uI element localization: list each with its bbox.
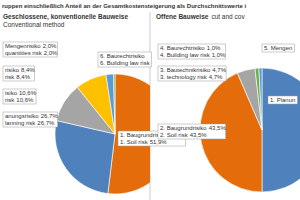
label-text: anungsrisiko26,7%: [5, 113, 58, 119]
label-text-en: 1. Soil risk51,9%: [120, 139, 167, 145]
label-box: [3, 89, 36, 104]
category-label: 1. Planun: [270, 97, 295, 103]
category-label: isiko: [5, 90, 18, 96]
slice-label: 3. Bautechnikrisiko4,7%3. technology ris…: [158, 66, 227, 81]
label-text: 1. Planun: [270, 97, 295, 103]
chart-title: Geschlossene, konventionelle Bauweise: [3, 13, 128, 21]
value-label: 4,7%: [212, 67, 226, 73]
pie-slice: [262, 68, 300, 192]
pie-slice: [77, 75, 115, 134]
chart-title: Offene Bauweise: [156, 13, 209, 20]
value-label: 43,5%: [209, 125, 227, 131]
category-label: 2. Baugrundrisiko: [160, 125, 207, 131]
slice-label: risiko8,4%risk8,4%: [3, 66, 35, 81]
chart-subtitle: cut and cov: [211, 13, 245, 20]
label-text-en: quantities risk2,0%: [5, 50, 58, 56]
figure: ruppen einschließlich Anteil an der Gesa…: [0, 0, 300, 200]
category-label: 3. Bautechnikrisiko: [160, 67, 211, 73]
label-box: [98, 52, 152, 67]
background: [0, 0, 300, 200]
label-text: 2. Baugrundrisiko43,5%: [160, 125, 226, 131]
pie-slice: [113, 74, 115, 134]
pie-slice: [106, 74, 115, 134]
label-text: 3. Bautechnikrisiko4,7%: [160, 67, 227, 73]
label-box: [268, 96, 297, 104]
slice-label: 6. Baurechtrisiko6. Building law risk: [98, 52, 152, 67]
category-label: 5. Mengen: [264, 45, 292, 51]
category-label-en: quantities risk: [5, 50, 43, 56]
pie-slice: [259, 68, 262, 130]
category-label-en: 1. Soil risk: [120, 139, 149, 145]
slice-label: 5. Mengen: [262, 44, 294, 52]
label-box: [158, 66, 226, 81]
value-label: 1,0%: [212, 52, 226, 58]
category-label-en: 3. technology risk: [160, 74, 208, 80]
value-label: 8,4%: [21, 67, 35, 73]
pie-slice: [255, 68, 262, 130]
label-text: risiko8,4%: [5, 67, 35, 73]
category-label-en: risk: [5, 74, 15, 80]
slice-label: anungsrisiko26,7%lanning risk26,7%: [3, 112, 58, 127]
label-box: [3, 112, 58, 127]
value-label: 43,5%: [190, 132, 208, 138]
pie-slice: [237, 68, 262, 130]
label-box: [158, 44, 225, 59]
label-text-en: 3. technology risk4,7%: [160, 74, 223, 80]
chart-subtitle: Conventional method: [3, 21, 65, 28]
label-text: Mengenrisiko2,0%: [5, 43, 57, 49]
label-text-en: 6. Building law risk: [100, 60, 151, 66]
value-label: 1,0%: [207, 45, 221, 51]
value-label: 2,0%: [44, 50, 58, 56]
slice-label: Mengenrisiko2,0%quantities risk2,0%: [3, 42, 58, 57]
slice-label: isiko10,6%risk10,6%: [3, 89, 37, 104]
slice-label: 2. Baugrundrisiko43,5%2. Soil risk43,5%: [158, 124, 226, 139]
chart-header: Offene Bauweisecut and cov: [156, 13, 245, 20]
label-box: [3, 42, 57, 57]
label-box: [3, 66, 35, 81]
label-text-en: lanning risk26,7%: [5, 120, 55, 126]
value-label: 10,6%: [16, 97, 34, 103]
category-label-en: lanning risk: [5, 120, 36, 126]
category-label: anungsrisiko: [5, 113, 39, 119]
label-text: 4. Baurechtrisiko1,0%: [160, 45, 221, 51]
label-box: [262, 44, 294, 52]
label-text: isiko10,6%: [5, 90, 37, 96]
label-text: 5. Mengen: [264, 45, 292, 51]
category-label: risiko: [5, 67, 20, 73]
page-title: ruppen einschließlich Anteil an der Gesa…: [2, 3, 247, 9]
category-label-en: risk: [5, 97, 15, 103]
value-label: 10,6%: [19, 90, 37, 96]
slice-label: 4. Baurechtrisiko1,0%4. Building law ris…: [158, 44, 226, 59]
pie: [200, 68, 300, 192]
label-box: [158, 124, 226, 139]
value-label: 4,7%: [209, 74, 223, 80]
category-label-en: 4. Building law risk: [160, 52, 211, 58]
pie: [55, 74, 150, 194]
label-text-en: 4. Building law risk1,0%: [160, 52, 226, 58]
label-text-en: risk8,4%: [5, 74, 31, 80]
category-label: Mengenrisiko: [5, 43, 41, 49]
category-label-en: 2. Soil risk: [160, 132, 189, 138]
category-label: 6. Baurechtrisiko: [100, 53, 145, 59]
label-text-en: 2. Soil risk43,5%: [160, 132, 207, 138]
label-text-en: risk10,6%: [5, 97, 34, 103]
value-label: 26,7%: [37, 120, 55, 126]
value-label: 51,9%: [150, 139, 168, 145]
category-label: 4. Baurechtrisiko: [160, 45, 205, 51]
slice-label: 1. Planun: [268, 96, 297, 104]
value-label: 2,0%: [43, 43, 57, 49]
label-text: 6. Baurechtrisiko: [100, 53, 145, 59]
value-label: 8,4%: [16, 74, 30, 80]
value-label: 26,7%: [41, 113, 59, 119]
category-label-en: 6. Building law risk: [100, 60, 151, 66]
